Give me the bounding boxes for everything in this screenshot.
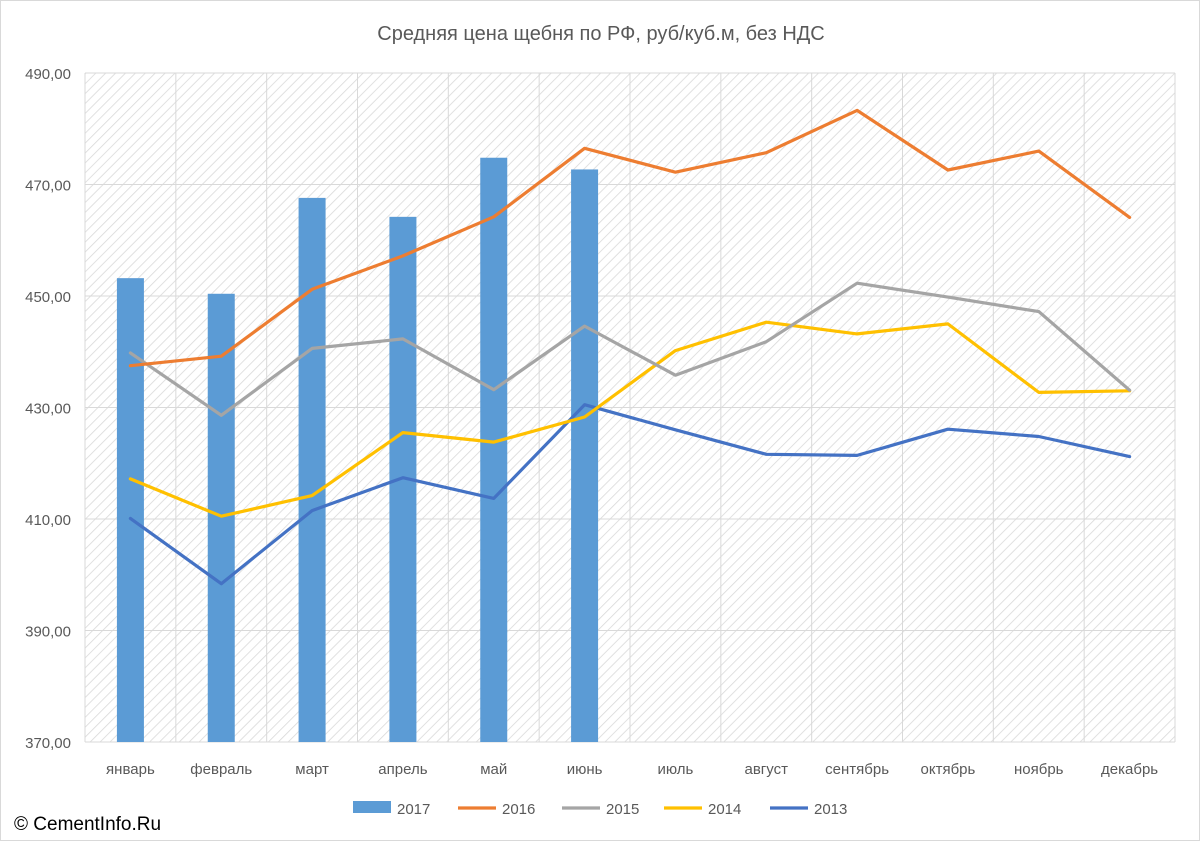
legend-label-2016: 2016 [502, 801, 535, 818]
y-tick-label: 410,00 [25, 512, 71, 529]
y-tick-label: 370,00 [25, 735, 71, 752]
x-tick-label: октябрь [921, 761, 976, 778]
x-tick-label: июнь [567, 761, 603, 778]
plot-area: 370,00 390,00 410,00 430,00 450,00 470,00 490,… [25, 66, 1176, 778]
line-series-2015 [128, 281, 1132, 417]
legend: 2017 2016 2015 2014 2013 [353, 801, 847, 818]
chart-title: Средняя цена щебня по РФ, руб/куб.м, без… [377, 23, 825, 45]
y-tick-label: 430,00 [25, 401, 71, 418]
x-tick-label: декабрь [1101, 761, 1158, 778]
bar-2017 [571, 169, 599, 742]
x-tick-label: март [295, 761, 329, 778]
bar-2017 [298, 197, 326, 742]
x-tick-label: май [480, 761, 507, 778]
x-tick-label: апрель [378, 761, 427, 778]
y-tick-label: 450,00 [25, 289, 71, 306]
x-tick-label: июль [657, 761, 693, 778]
y-tick-label: 390,00 [25, 624, 71, 641]
bar-2017 [116, 278, 144, 742]
legend-label-2014: 2014 [708, 801, 741, 818]
legend-label-2015: 2015 [606, 801, 639, 818]
legend-swatch-2017 [353, 801, 391, 813]
legend-label-2013: 2013 [814, 801, 847, 818]
y-tick-label: 490,00 [25, 66, 71, 83]
x-tick-label: сентябрь [825, 761, 889, 778]
line-series-2014 [128, 320, 1132, 518]
bar-2017 [207, 293, 235, 742]
x-tick-label: февраль [190, 761, 252, 778]
bar-2017 [480, 157, 508, 743]
x-tick-label: август [745, 761, 789, 778]
x-tick-label: ноябрь [1014, 761, 1064, 778]
legend-label-2017: 2017 [397, 801, 430, 818]
y-tick-label: 470,00 [25, 178, 71, 195]
line-series-2016 [128, 108, 1132, 368]
x-tick-label: январь [106, 761, 155, 778]
copyright-text: © CementInfo.Ru [14, 814, 161, 835]
line-series-2013 [128, 403, 1132, 586]
